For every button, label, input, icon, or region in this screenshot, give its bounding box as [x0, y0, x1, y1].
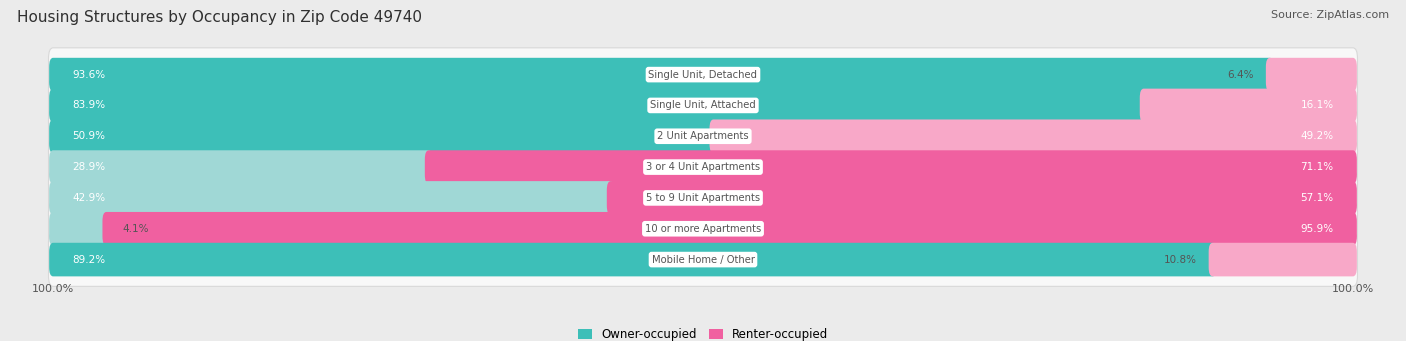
FancyBboxPatch shape [103, 212, 1357, 246]
FancyBboxPatch shape [48, 48, 1358, 101]
FancyBboxPatch shape [607, 181, 1357, 215]
Text: Mobile Home / Other: Mobile Home / Other [651, 255, 755, 265]
Text: 49.2%: 49.2% [1301, 131, 1333, 141]
FancyBboxPatch shape [49, 212, 110, 246]
FancyBboxPatch shape [1265, 58, 1357, 91]
FancyBboxPatch shape [49, 181, 614, 215]
Text: 71.1%: 71.1% [1301, 162, 1333, 172]
Text: 6.4%: 6.4% [1227, 70, 1254, 79]
FancyBboxPatch shape [49, 89, 1147, 122]
Text: 42.9%: 42.9% [73, 193, 105, 203]
Text: 2 Unit Apartments: 2 Unit Apartments [657, 131, 749, 141]
Text: 16.1%: 16.1% [1301, 101, 1333, 110]
Text: Source: ZipAtlas.com: Source: ZipAtlas.com [1271, 10, 1389, 20]
Text: 93.6%: 93.6% [73, 70, 105, 79]
FancyBboxPatch shape [48, 140, 1358, 194]
Text: 50.9%: 50.9% [73, 131, 105, 141]
Text: Housing Structures by Occupancy in Zip Code 49740: Housing Structures by Occupancy in Zip C… [17, 10, 422, 25]
Text: 3 or 4 Unit Apartments: 3 or 4 Unit Apartments [645, 162, 761, 172]
FancyBboxPatch shape [49, 58, 1274, 91]
FancyBboxPatch shape [1209, 243, 1357, 276]
FancyBboxPatch shape [49, 243, 1216, 276]
FancyBboxPatch shape [49, 119, 718, 153]
Text: 10.8%: 10.8% [1164, 255, 1197, 265]
Text: 10 or more Apartments: 10 or more Apartments [645, 224, 761, 234]
FancyBboxPatch shape [48, 202, 1358, 255]
FancyBboxPatch shape [1140, 89, 1357, 122]
Text: 57.1%: 57.1% [1301, 193, 1333, 203]
FancyBboxPatch shape [49, 150, 433, 184]
Text: 5 to 9 Unit Apartments: 5 to 9 Unit Apartments [645, 193, 761, 203]
FancyBboxPatch shape [48, 233, 1358, 286]
Text: 95.9%: 95.9% [1301, 224, 1333, 234]
FancyBboxPatch shape [48, 109, 1358, 163]
FancyBboxPatch shape [48, 171, 1358, 225]
Legend: Owner-occupied, Renter-occupied: Owner-occupied, Renter-occupied [572, 323, 834, 341]
Text: Single Unit, Detached: Single Unit, Detached [648, 70, 758, 79]
Text: 89.2%: 89.2% [73, 255, 105, 265]
Text: 83.9%: 83.9% [73, 101, 105, 110]
Text: 28.9%: 28.9% [73, 162, 105, 172]
Text: Single Unit, Attached: Single Unit, Attached [650, 101, 756, 110]
FancyBboxPatch shape [425, 150, 1357, 184]
FancyBboxPatch shape [48, 79, 1358, 132]
FancyBboxPatch shape [710, 119, 1357, 153]
Text: 4.1%: 4.1% [122, 224, 149, 234]
